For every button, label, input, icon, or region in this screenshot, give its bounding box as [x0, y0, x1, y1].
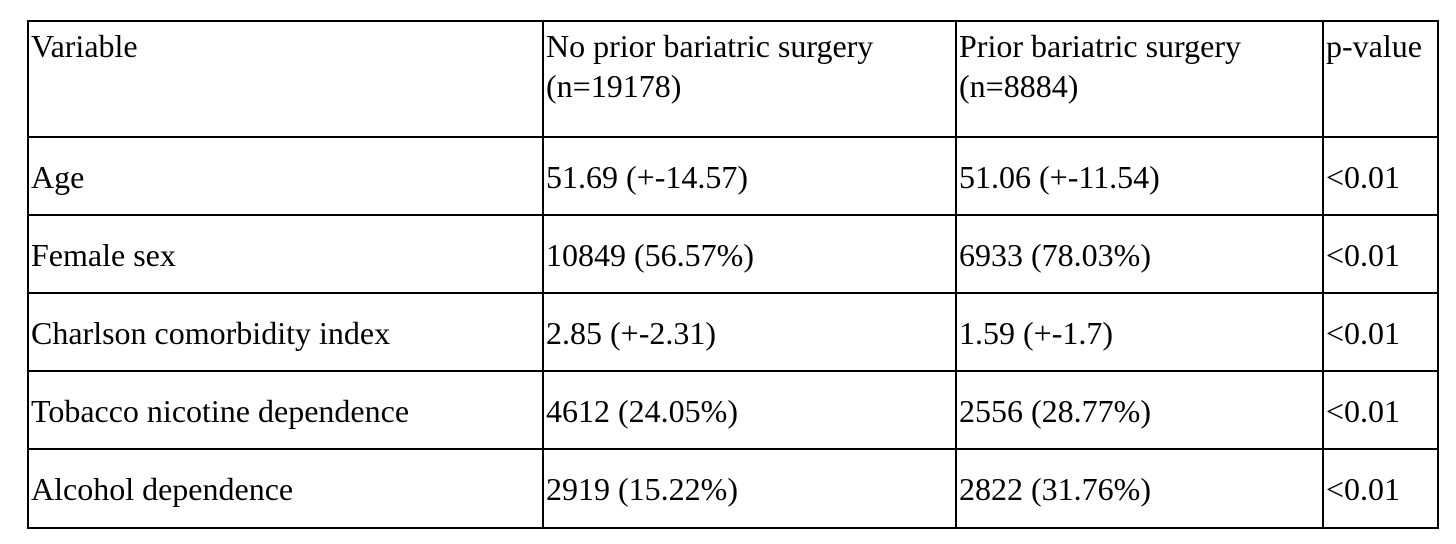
- header-no-prior-count: (n=19178): [546, 68, 682, 104]
- cell-no-prior: 2.85 (+-2.31): [542, 292, 957, 372]
- cell-variable: Age: [27, 136, 544, 216]
- table-row: Female sex 10849 (56.57%) 6933 (78.03%) …: [27, 214, 1439, 294]
- header-p-value: p-value: [1322, 20, 1439, 138]
- cell-p-value: <0.01: [1322, 136, 1439, 216]
- header-prior-surgery: Prior bariatric surgery (n=8884): [955, 20, 1324, 138]
- table-row: Tobacco nicotine dependence 4612 (24.05%…: [27, 370, 1439, 450]
- header-no-prior-label: No prior bariatric surgery: [546, 28, 874, 64]
- cell-prior: 6933 (78.03%): [955, 214, 1324, 294]
- header-prior-count: (n=8884): [959, 68, 1079, 104]
- header-variable-label: Variable: [31, 28, 138, 64]
- cell-variable: Female sex: [27, 214, 544, 294]
- comparison-table: Variable No prior bariatric surgery (n=1…: [27, 20, 1439, 529]
- header-prior-label: Prior bariatric surgery: [959, 28, 1241, 64]
- cell-no-prior: 10849 (56.57%): [542, 214, 957, 294]
- header-row: Variable No prior bariatric surgery (n=1…: [27, 20, 1439, 138]
- cell-variable: Charlson comorbidity index: [27, 292, 544, 372]
- header-no-prior-surgery: No prior bariatric surgery (n=19178): [542, 20, 957, 138]
- header-variable: Variable: [27, 20, 544, 138]
- cell-prior: 1.59 (+-1.7): [955, 292, 1324, 372]
- cell-prior: 2822 (31.76%): [955, 448, 1324, 529]
- header-p-value-label: p-value: [1326, 28, 1422, 64]
- cell-variable: Tobacco nicotine dependence: [27, 370, 544, 450]
- cell-p-value: <0.01: [1322, 214, 1439, 294]
- cell-p-value: <0.01: [1322, 370, 1439, 450]
- table-row: Age 51.69 (+-14.57) 51.06 (+-11.54) <0.0…: [27, 136, 1439, 216]
- cell-no-prior: 2919 (15.22%): [542, 448, 957, 529]
- table-row: Alcohol dependence 2919 (15.22%) 2822 (3…: [27, 448, 1439, 529]
- cell-no-prior: 51.69 (+-14.57): [542, 136, 957, 216]
- table-row: Charlson comorbidity index 2.85 (+-2.31)…: [27, 292, 1439, 372]
- cell-variable: Alcohol dependence: [27, 448, 544, 529]
- cell-no-prior: 4612 (24.05%): [542, 370, 957, 450]
- cell-p-value: <0.01: [1322, 292, 1439, 372]
- cell-p-value: <0.01: [1322, 448, 1439, 529]
- cell-prior: 2556 (28.77%): [955, 370, 1324, 450]
- cell-prior: 51.06 (+-11.54): [955, 136, 1324, 216]
